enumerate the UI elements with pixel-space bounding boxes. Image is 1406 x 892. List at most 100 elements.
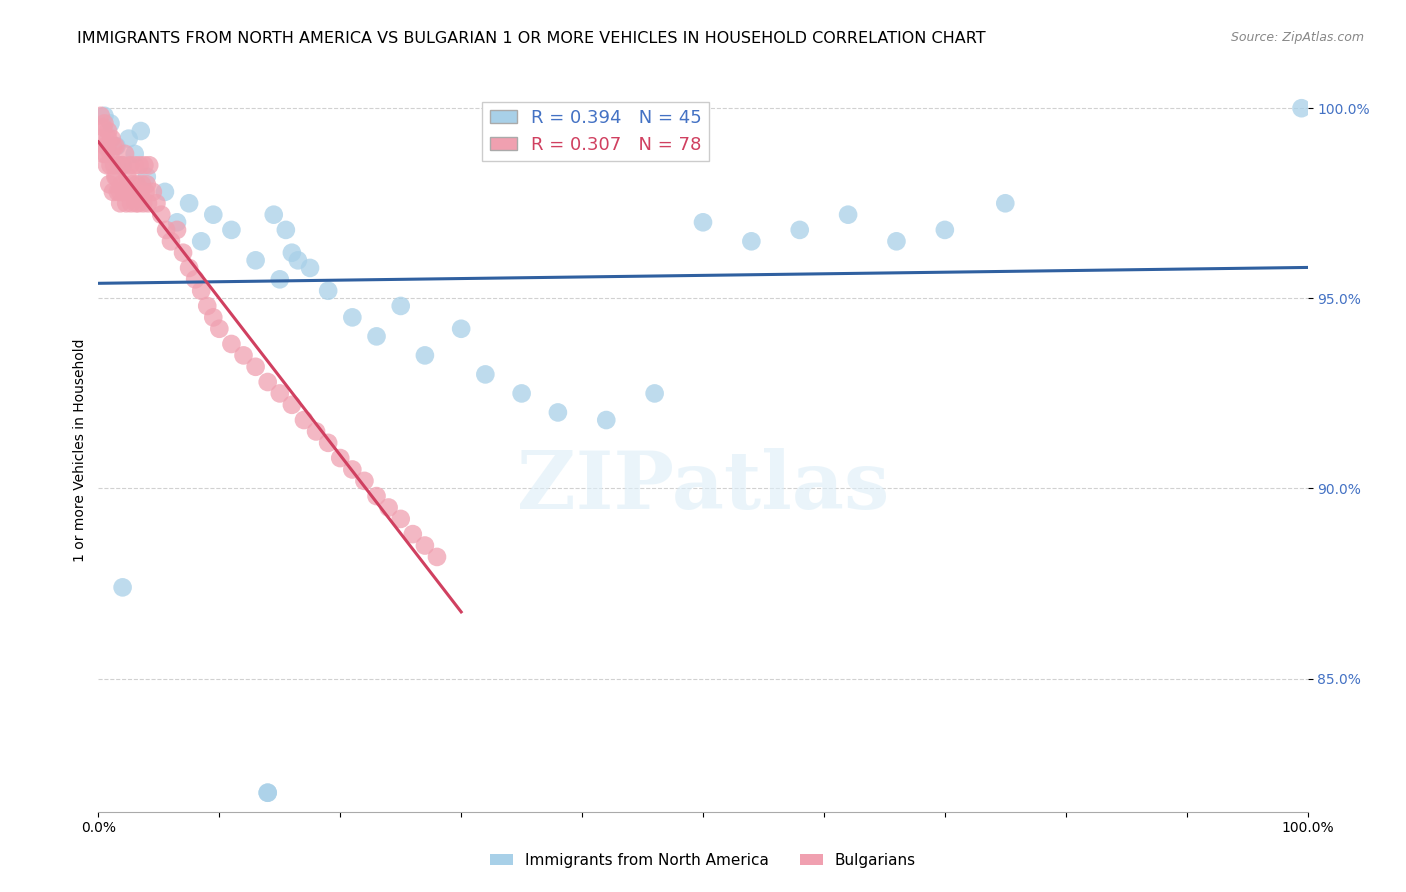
Point <box>115 196 138 211</box>
Point <box>90 109 112 123</box>
Point <box>202 310 225 325</box>
Point <box>127 178 149 192</box>
Point <box>366 329 388 343</box>
Point <box>256 786 278 800</box>
Point <box>100 158 122 172</box>
Point <box>105 169 128 184</box>
Point <box>202 208 225 222</box>
Point <box>353 474 375 488</box>
Point <box>142 185 165 199</box>
Point <box>108 185 131 199</box>
Point <box>129 124 152 138</box>
Point <box>111 158 134 172</box>
Point <box>97 131 120 145</box>
Point <box>105 139 128 153</box>
Point <box>150 208 173 222</box>
Point <box>316 284 339 298</box>
Text: IMMIGRANTS FROM NORTH AMERICA VS BULGARIAN 1 OR MORE VEHICLES IN HOUSEHOLD CORRE: IMMIGRANTS FROM NORTH AMERICA VS BULGARI… <box>77 31 986 46</box>
Point <box>402 527 425 541</box>
Point <box>474 368 496 382</box>
Point <box>292 413 315 427</box>
Point <box>112 185 135 199</box>
Point <box>100 146 122 161</box>
Point <box>269 272 291 286</box>
Point <box>547 405 569 419</box>
Point <box>190 284 212 298</box>
Point <box>107 185 129 199</box>
Point <box>172 245 194 260</box>
Point <box>118 158 141 172</box>
Point <box>299 260 322 275</box>
Point <box>934 223 956 237</box>
Point <box>316 435 339 450</box>
Point <box>160 235 183 249</box>
Text: Source: ZipAtlas.com: Source: ZipAtlas.com <box>1230 31 1364 45</box>
Point <box>155 223 177 237</box>
Point <box>100 116 122 130</box>
Point <box>129 185 152 199</box>
Point <box>232 348 254 362</box>
Point <box>111 158 134 172</box>
Point <box>269 386 291 401</box>
Point <box>108 158 131 172</box>
Legend: Immigrants from North America, Bulgarians: Immigrants from North America, Bulgarian… <box>484 847 922 873</box>
Point <box>91 146 114 161</box>
Point <box>994 196 1017 211</box>
Point <box>837 208 859 222</box>
Point <box>101 185 124 199</box>
Point <box>132 196 155 211</box>
Point <box>136 196 159 211</box>
Point <box>413 539 436 553</box>
Point <box>153 185 176 199</box>
Point <box>100 131 122 145</box>
Point <box>125 196 148 211</box>
Point <box>145 196 167 211</box>
Point <box>450 322 472 336</box>
Point <box>342 310 364 325</box>
Point <box>101 139 124 153</box>
Point <box>166 223 188 237</box>
Point <box>190 235 212 249</box>
Point <box>245 253 267 268</box>
Point <box>305 425 328 439</box>
Point <box>510 386 533 401</box>
Point <box>281 245 304 260</box>
Point <box>97 124 120 138</box>
Legend: R = 0.394   N = 45, R = 0.307   N = 78: R = 0.394 N = 45, R = 0.307 N = 78 <box>482 102 709 161</box>
Point <box>114 146 136 161</box>
Point <box>117 169 139 184</box>
Point <box>93 109 115 123</box>
Point <box>91 131 114 145</box>
Point <box>184 272 207 286</box>
Point <box>120 196 142 211</box>
Text: ZIPatlas: ZIPatlas <box>517 448 889 525</box>
Point <box>128 158 150 172</box>
Point <box>103 158 125 172</box>
Point <box>135 178 157 192</box>
Point <box>94 146 117 161</box>
Point <box>94 139 117 153</box>
Point <box>644 386 666 401</box>
Point <box>127 196 149 211</box>
Point <box>118 185 141 199</box>
Point <box>377 500 399 515</box>
Point <box>135 185 157 199</box>
Point <box>692 215 714 229</box>
Y-axis label: 1 or more Vehicles in Household: 1 or more Vehicles in Household <box>73 339 87 562</box>
Point <box>1291 101 1313 115</box>
Point <box>121 178 143 192</box>
Point <box>389 512 412 526</box>
Point <box>98 178 121 192</box>
Point <box>179 196 201 211</box>
Point <box>389 299 412 313</box>
Point <box>122 185 145 199</box>
Point <box>135 169 157 184</box>
Point <box>110 178 132 192</box>
Point <box>413 348 436 362</box>
Point <box>104 139 127 153</box>
Point <box>118 131 141 145</box>
Point <box>124 158 146 172</box>
Point <box>740 235 762 249</box>
Point <box>221 337 243 351</box>
Point <box>342 462 364 476</box>
